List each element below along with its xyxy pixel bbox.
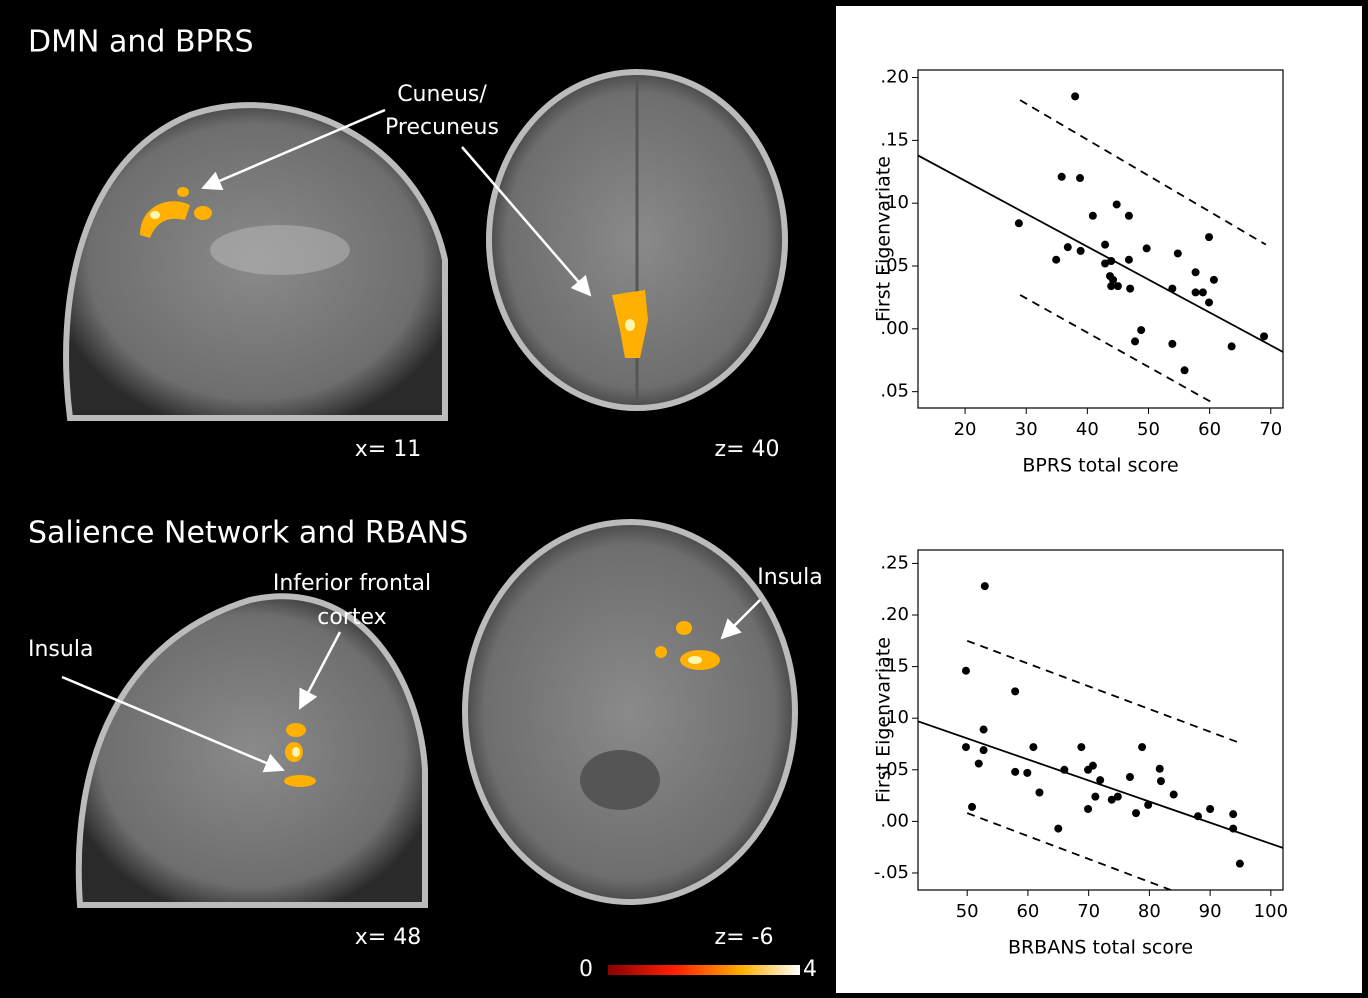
data-point: [1091, 793, 1099, 801]
x-tick-label: 60: [1016, 901, 1039, 922]
panel-title: Salience Network and RBANS: [28, 516, 468, 551]
data-point: [1205, 298, 1213, 306]
y-tick-label: .20: [880, 604, 909, 625]
data-point: [1125, 256, 1133, 264]
data-point: [1035, 788, 1043, 796]
data-point: [1228, 342, 1236, 350]
x-tick-label: 80: [1138, 901, 1161, 922]
data-point: [1138, 743, 1146, 751]
y-tick-label: .20: [880, 67, 909, 88]
region-label: Inferior frontal: [273, 571, 431, 596]
data-point: [1011, 768, 1019, 776]
y-tick-label: .15: [880, 129, 909, 150]
figure: DMN and BPRS Cuneus/ Precuneus x= 11 z= …: [0, 0, 1368, 998]
data-point: [1113, 200, 1121, 208]
region-label: Precuneus: [385, 115, 499, 140]
data-point: [1137, 326, 1145, 334]
slice-coordinate: x= 11: [355, 437, 421, 462]
region-label: cortex: [317, 605, 386, 630]
slice-coordinate: z= -6: [715, 925, 774, 950]
y-tick-label: -.05: [874, 862, 909, 883]
x-tick-label: 30: [1015, 419, 1038, 440]
data-point: [1181, 366, 1189, 374]
data-point: [1132, 809, 1140, 817]
data-point: [980, 726, 988, 734]
y-tick-label: .05: [880, 381, 909, 402]
data-point: [1192, 288, 1200, 296]
data-point: [1125, 212, 1133, 220]
data-point: [1076, 174, 1084, 182]
data-point: [1089, 762, 1097, 770]
data-point: [1023, 769, 1031, 777]
x-tick-label: 70: [1259, 419, 1282, 440]
x-tick-label: 40: [1076, 419, 1099, 440]
y-axis-label: First Eigenvariate: [873, 156, 895, 322]
data-point: [1157, 777, 1165, 785]
data-point: [1101, 241, 1109, 249]
data-point: [1077, 247, 1085, 255]
x-axis-label: BRBANS total score: [1008, 937, 1193, 959]
data-point: [1143, 244, 1151, 252]
region-label: Insula: [757, 565, 822, 590]
x-tick-label: 50: [1137, 419, 1160, 440]
data-point: [1236, 860, 1244, 868]
data-point: [1052, 256, 1060, 264]
x-tick-label: 20: [954, 419, 977, 440]
data-point: [1126, 773, 1134, 781]
data-point: [1206, 805, 1214, 813]
slice-coordinate: x= 48: [355, 925, 421, 950]
data-point: [1170, 791, 1178, 799]
data-point: [1011, 687, 1019, 695]
data-point: [1174, 249, 1182, 257]
data-point: [1071, 92, 1079, 100]
y-axis-label: First Eigenvariate: [873, 637, 895, 803]
data-point: [1229, 810, 1237, 818]
x-tick-label: 70: [1077, 901, 1100, 922]
data-point: [980, 746, 988, 754]
data-point: [975, 760, 983, 768]
data-point: [1114, 793, 1122, 801]
slice-coordinate: z= 40: [715, 437, 780, 462]
data-point: [1205, 233, 1213, 241]
data-point: [1084, 805, 1092, 813]
data-point: [981, 582, 989, 590]
colorbar-label: 0: [579, 957, 593, 982]
data-point: [1089, 212, 1097, 220]
data-point: [1054, 825, 1062, 833]
y-tick-label: .25: [880, 552, 909, 573]
x-tick-label: 60: [1198, 419, 1221, 440]
data-point: [1192, 268, 1200, 276]
y-tick-label: .00: [880, 810, 909, 831]
x-tick-label: 90: [1199, 901, 1222, 922]
data-point: [962, 743, 970, 751]
data-point: [1114, 282, 1122, 290]
x-tick-label: 100: [1254, 901, 1288, 922]
data-point: [1168, 340, 1176, 348]
data-point: [1260, 332, 1268, 340]
data-point: [962, 667, 970, 675]
x-axis-label: BPRS total score: [1022, 455, 1178, 477]
data-point: [1199, 288, 1207, 296]
data-point: [1058, 173, 1066, 181]
colorbar: [608, 965, 800, 975]
colorbar-label: 4: [803, 957, 817, 982]
data-point: [1156, 765, 1164, 773]
data-point: [1131, 337, 1139, 345]
data-point: [1210, 276, 1218, 284]
data-point: [1015, 219, 1023, 227]
data-point: [968, 803, 976, 811]
region-label: Insula: [28, 637, 93, 662]
data-point: [1077, 743, 1085, 751]
region-label: Cuneus/: [397, 82, 487, 107]
data-point: [1126, 285, 1134, 293]
x-tick-label: 50: [956, 901, 979, 922]
panel-title: DMN and BPRS: [28, 25, 254, 60]
data-point: [1064, 243, 1072, 251]
data-point: [1029, 743, 1037, 751]
